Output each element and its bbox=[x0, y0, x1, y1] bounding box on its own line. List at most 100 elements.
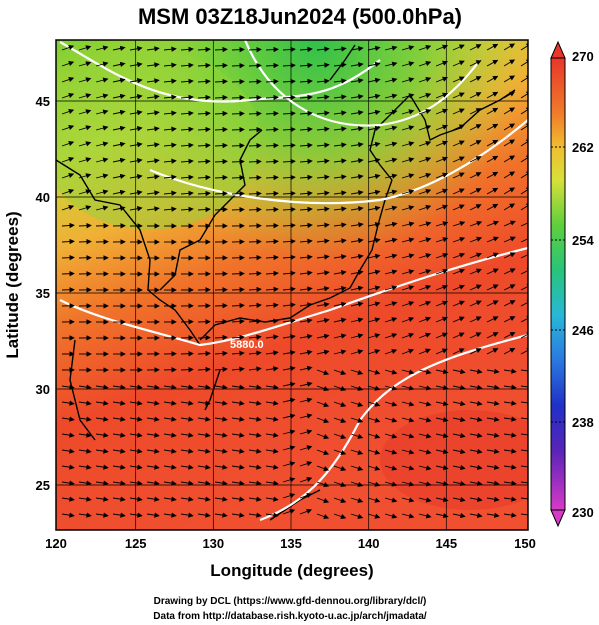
wind-arrow bbox=[197, 432, 211, 438]
wind-arrow bbox=[78, 222, 92, 229]
wind-arrow bbox=[282, 254, 296, 261]
wind-arrow bbox=[384, 348, 398, 355]
x-tick-label: 120 bbox=[45, 536, 67, 551]
wind-arrow bbox=[214, 512, 228, 518]
wind-arrow bbox=[401, 205, 415, 211]
wind-arrow bbox=[197, 384, 211, 390]
wind-arrow bbox=[316, 62, 330, 68]
wind-arrow bbox=[418, 189, 432, 195]
wind-arrow bbox=[299, 381, 313, 387]
wind-arrow bbox=[452, 448, 466, 455]
wind-arrow bbox=[197, 350, 211, 357]
wind-arrow bbox=[435, 512, 449, 519]
wind-arrow bbox=[452, 384, 466, 391]
wind-arrow bbox=[384, 465, 398, 471]
wind-arrow bbox=[503, 464, 517, 470]
wind-arrow bbox=[333, 449, 347, 455]
wind-arrow bbox=[350, 46, 364, 52]
wind-arrow bbox=[520, 513, 528, 516]
wind-arrow bbox=[469, 400, 483, 407]
wind-arrow bbox=[418, 205, 432, 211]
wind-arrow bbox=[350, 513, 364, 519]
wind-arrow bbox=[520, 268, 528, 275]
wind-arrow bbox=[520, 300, 528, 307]
wind-arrow bbox=[180, 432, 194, 438]
wind-arrow bbox=[163, 62, 177, 68]
wind-arrow bbox=[350, 301, 364, 307]
wind-arrow bbox=[231, 512, 245, 518]
wind-arrow bbox=[197, 448, 211, 454]
wind-arrow bbox=[282, 334, 296, 340]
wind-arrow bbox=[333, 317, 347, 323]
wind-arrow bbox=[299, 222, 313, 229]
wind-arrow bbox=[333, 369, 347, 375]
wind-arrow bbox=[146, 448, 160, 454]
wind-arrow bbox=[384, 433, 398, 439]
wind-arrow bbox=[350, 206, 364, 212]
wind-arrow bbox=[299, 508, 313, 515]
wind-arrow bbox=[316, 174, 330, 180]
wind-arrow bbox=[486, 268, 499, 275]
wind-arrow bbox=[265, 302, 279, 308]
wind-arrow bbox=[299, 94, 313, 101]
wind-arrow bbox=[333, 254, 347, 260]
wind-arrow bbox=[469, 348, 482, 355]
wind-arrow bbox=[401, 237, 415, 243]
wind-arrow bbox=[384, 157, 398, 163]
wind-arrow bbox=[231, 350, 245, 357]
wind-arrow bbox=[401, 93, 415, 99]
wind-arrow bbox=[197, 94, 211, 101]
wind-arrow bbox=[486, 496, 500, 502]
wind-arrow bbox=[95, 205, 109, 211]
wind-arrow bbox=[333, 190, 347, 196]
wind-arrow bbox=[248, 464, 262, 470]
wind-arrow bbox=[418, 465, 432, 471]
wind-arrow bbox=[214, 464, 228, 470]
wind-arrow bbox=[503, 496, 517, 502]
wind-arrow bbox=[163, 94, 177, 100]
wind-arrow bbox=[316, 497, 330, 504]
wind-arrow bbox=[350, 449, 364, 455]
wind-arrow bbox=[163, 158, 177, 164]
wind-arrow bbox=[78, 141, 92, 147]
wind-arrow bbox=[265, 400, 279, 406]
wind-arrow bbox=[486, 203, 499, 211]
wind-arrow bbox=[282, 174, 296, 181]
wind-arrow bbox=[95, 125, 109, 131]
wind-arrow bbox=[231, 318, 245, 325]
wind-arrow bbox=[435, 204, 449, 211]
wind-arrow bbox=[418, 369, 432, 375]
wind-arrow bbox=[333, 174, 347, 180]
wind-arrow bbox=[418, 253, 432, 259]
wind-arrow bbox=[520, 59, 528, 67]
wind-arrow bbox=[248, 432, 262, 438]
wind-arrow bbox=[197, 142, 211, 149]
wind-arrow bbox=[61, 93, 75, 99]
wind-arrow bbox=[316, 190, 330, 196]
wind-arrow bbox=[61, 77, 75, 83]
wind-arrow bbox=[95, 432, 109, 438]
wind-arrow bbox=[418, 109, 432, 115]
wind-arrow bbox=[197, 512, 211, 518]
wind-arrow bbox=[316, 349, 330, 355]
wind-arrow bbox=[248, 254, 262, 261]
wind-arrow bbox=[180, 512, 194, 518]
wind-arrow bbox=[78, 384, 92, 390]
wind-arrow bbox=[214, 158, 228, 165]
wind-arrow bbox=[146, 110, 160, 116]
wind-arrow bbox=[61, 254, 75, 261]
wind-arrow bbox=[333, 301, 347, 308]
wind-arrow bbox=[350, 401, 364, 407]
wind-arrow bbox=[367, 109, 381, 116]
wind-arrow bbox=[367, 385, 381, 391]
wind-arrow bbox=[401, 449, 415, 455]
wind-arrow bbox=[333, 78, 347, 84]
wind-arrow bbox=[248, 400, 262, 406]
wind-arrow bbox=[163, 384, 177, 390]
wind-arrow bbox=[299, 174, 313, 181]
wind-arrow bbox=[486, 171, 499, 179]
wind-arrow bbox=[435, 268, 449, 275]
wind-arrow bbox=[95, 109, 109, 115]
wind-arrow bbox=[146, 464, 160, 470]
wind-arrow bbox=[214, 206, 228, 213]
